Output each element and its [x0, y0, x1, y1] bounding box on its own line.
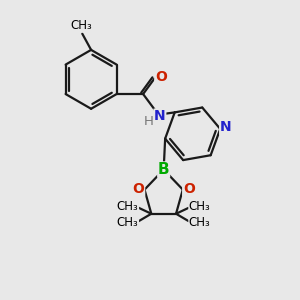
- Text: CH₃: CH₃: [117, 200, 139, 213]
- Text: O: O: [183, 182, 195, 196]
- Text: CH₃: CH₃: [70, 19, 92, 32]
- Text: CH₃: CH₃: [189, 216, 211, 229]
- Text: CH₃: CH₃: [189, 200, 211, 213]
- Text: CH₃: CH₃: [117, 216, 139, 229]
- Text: O: O: [133, 182, 145, 196]
- Text: N: N: [220, 121, 231, 134]
- Text: B: B: [158, 162, 170, 177]
- Text: O: O: [155, 70, 167, 84]
- Text: N: N: [154, 109, 166, 123]
- Text: H: H: [144, 115, 154, 128]
